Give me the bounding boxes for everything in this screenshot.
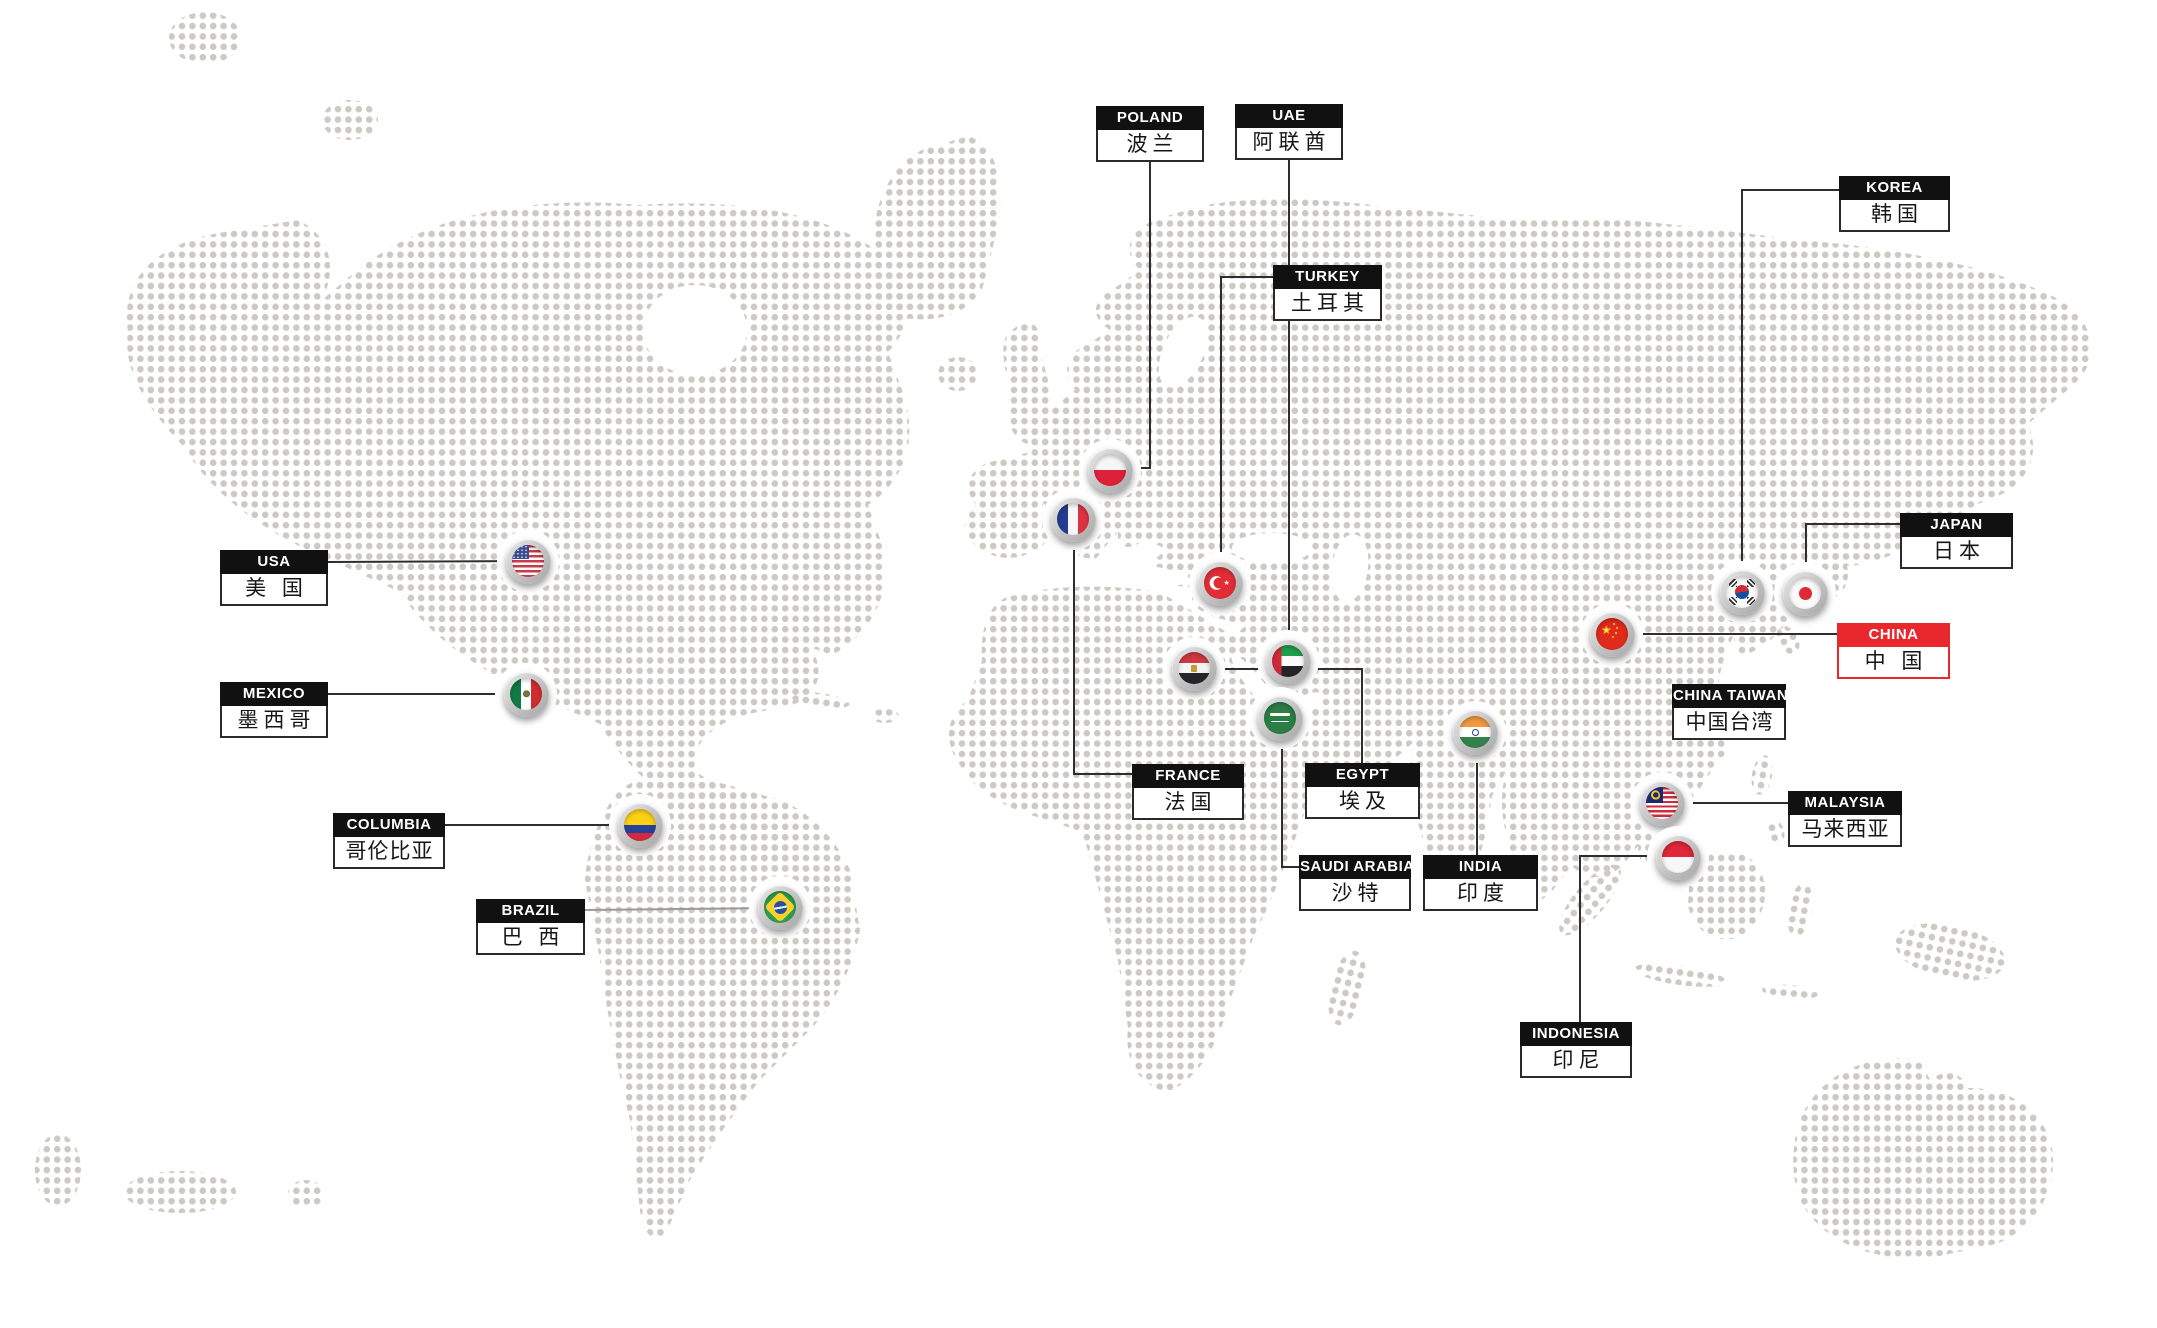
sea-cutouts (643, 285, 1369, 722)
korea-flag-icon (1726, 576, 1758, 608)
usa-label: USA 美 国 (220, 550, 328, 606)
colombia-label-en: COLUMBIA (333, 813, 445, 837)
taiwan-label: CHINA TAIWAN 中国台湾 (1672, 684, 1788, 740)
korea-label: KOREA 韩国 (1839, 176, 1950, 232)
indonesia-connector-line (1579, 855, 1678, 1022)
indonesia-label-zh: 印尼 (1520, 1046, 1632, 1078)
saudi-label-en: SAUDI ARABIA (1299, 855, 1414, 879)
indonesia-label: INDONESIA 印尼 (1520, 1022, 1632, 1078)
uae-label-zh: 阿联酋 (1235, 128, 1343, 160)
japan-label-en: JAPAN (1900, 513, 2013, 537)
china-marker (1581, 603, 1643, 665)
france-flag-icon (1057, 503, 1089, 535)
turkey-label-zh: 土耳其 (1273, 289, 1382, 321)
korea-connector-line (1741, 189, 1839, 592)
turkey-connector-line (1220, 276, 1273, 583)
korea-label-zh: 韩国 (1839, 200, 1950, 232)
malaysia-flag-icon (1646, 787, 1678, 819)
poland-label-zh: 波兰 (1096, 130, 1204, 162)
india-marker (1444, 701, 1506, 763)
colombia-label: COLUMBIA 哥伦比亚 (333, 813, 445, 869)
indonesia-flag-icon (1662, 841, 1694, 873)
india-label: INDIA 印度 (1423, 855, 1538, 911)
china-flag-icon (1596, 618, 1628, 650)
uae-marker (1257, 630, 1319, 692)
china-label-en: CHINA (1837, 623, 1950, 647)
turkey-marker (1189, 552, 1251, 614)
indonesia-marker (1647, 826, 1709, 888)
turkey-label: TURKEY 土耳其 (1273, 265, 1382, 321)
japan-label-zh: 日本 (1900, 537, 2013, 569)
poland-flag-icon (1094, 454, 1126, 486)
egypt-marker (1163, 637, 1225, 699)
korea-marker (1711, 561, 1773, 623)
usa-flag-icon (512, 545, 544, 577)
colombia-marker (609, 794, 671, 856)
saudi-label-zh: 沙特 (1299, 879, 1411, 911)
uae-label-en: UAE (1235, 104, 1343, 128)
malaysia-label-en: MALAYSIA (1788, 791, 1902, 815)
brazil-label: BRAZIL 巴 西 (476, 899, 585, 955)
india-label-zh: 印度 (1423, 879, 1538, 911)
japan-flag-icon (1789, 577, 1821, 609)
malaysia-label-zh: 马来西亚 (1788, 815, 1902, 847)
poland-label: POLAND 波兰 (1096, 106, 1204, 162)
india-flag-icon (1459, 716, 1491, 748)
france-label-en: FRANCE (1132, 764, 1244, 788)
colombia-flag-icon (624, 809, 656, 841)
china-label: CHINA 中 国 (1837, 623, 1950, 679)
egypt-label-en: EGYPT (1305, 763, 1420, 787)
uae-label: UAE 阿联酋 (1235, 104, 1343, 160)
usa-connector-line (327, 560, 529, 563)
mexico-label-en: MEXICO (220, 682, 328, 706)
saudi-flag-icon (1264, 702, 1296, 734)
egypt-label: EGYPT 埃及 (1305, 763, 1420, 819)
uae-flag-icon (1272, 645, 1304, 677)
malaysia-label: MALAYSIA 马来西亚 (1788, 791, 1902, 847)
japan-marker (1774, 562, 1836, 624)
taiwan-label-zh: 中国台湾 (1672, 708, 1786, 740)
france-marker (1042, 488, 1104, 550)
turkey-flag-icon (1204, 567, 1236, 599)
france-connector-line (1073, 519, 1132, 775)
india-label-en: INDIA (1423, 855, 1538, 879)
mexico-label: MEXICO 墨西哥 (220, 682, 328, 738)
turkey-label-en: TURKEY (1273, 265, 1382, 289)
usa-label-en: USA (220, 550, 328, 574)
brazil-marker (749, 876, 811, 938)
brazil-label-zh: 巴 西 (476, 923, 585, 955)
taiwan-label-en: CHINA TAIWAN (1672, 684, 1788, 708)
brazil-connector-line (584, 907, 781, 911)
poland-connector-line (1110, 162, 1151, 469)
poland-label-en: POLAND (1096, 106, 1204, 130)
malaysia-marker (1631, 772, 1693, 834)
colombia-label-zh: 哥伦比亚 (333, 837, 445, 869)
france-label-zh: 法国 (1132, 788, 1244, 820)
mexico-label-zh: 墨西哥 (220, 706, 328, 738)
japan-label: JAPAN 日本 (1900, 513, 2013, 569)
egypt-connector-line (1194, 668, 1363, 763)
korea-label-en: KOREA (1839, 176, 1950, 200)
brazil-label-en: BRAZIL (476, 899, 585, 923)
poland-marker (1079, 439, 1141, 501)
indonesia-label-en: INDONESIA (1520, 1022, 1632, 1046)
brazil-flag-icon (764, 891, 796, 923)
egypt-label-zh: 埃及 (1305, 787, 1420, 819)
saudi-marker (1249, 687, 1311, 749)
china-label-zh: 中 国 (1837, 647, 1950, 679)
mexico-marker (495, 663, 557, 725)
usa-marker (497, 530, 559, 592)
usa-label-zh: 美 国 (220, 574, 328, 606)
saudi-connector-line (1281, 718, 1299, 868)
saudi-label: SAUDI ARABIA 沙特 (1299, 855, 1414, 911)
egypt-flag-icon (1178, 652, 1210, 684)
france-label: FRANCE 法国 (1132, 764, 1244, 820)
mexico-flag-icon (510, 678, 542, 710)
